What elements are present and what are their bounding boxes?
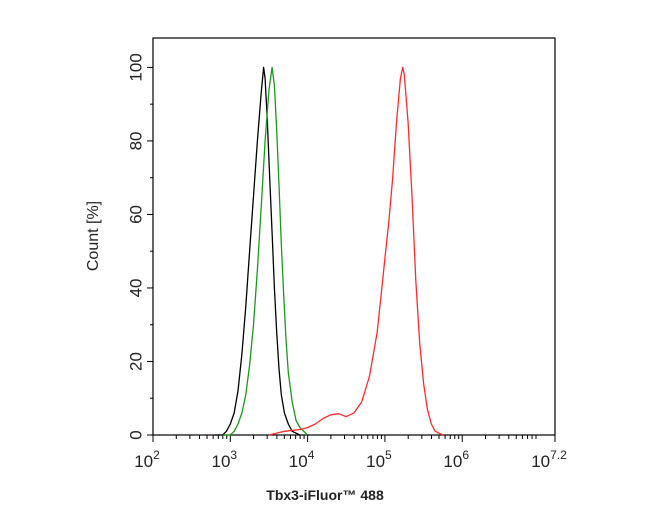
y-tick-label: 0 bbox=[126, 430, 145, 439]
x-tick-label: 107.2 bbox=[531, 448, 567, 471]
y-axis: 0 20 40 60 80 100 bbox=[126, 53, 153, 440]
x-tick-label: 106 bbox=[443, 448, 469, 471]
x-tick-label: 103 bbox=[212, 448, 238, 471]
series-line-3 bbox=[268, 66, 444, 436]
y-tick-label: 40 bbox=[126, 279, 145, 298]
x-tick-label: 102 bbox=[134, 448, 160, 471]
plot-frame bbox=[152, 37, 556, 436]
x-tick-label: 104 bbox=[289, 448, 315, 471]
x-axis-label: Tbx3-iFluor™ 488 bbox=[266, 487, 384, 503]
series-line-2 bbox=[222, 66, 309, 436]
y-tick-label: 60 bbox=[126, 205, 145, 224]
series-line-1 bbox=[214, 66, 301, 436]
series-layer bbox=[214, 66, 444, 436]
y-tick-label: 100 bbox=[126, 53, 145, 81]
y-tick-label: 80 bbox=[126, 131, 145, 150]
y-axis-label: Count [%] bbox=[85, 201, 102, 271]
x-axis: 102 103 104 105 106 107.2 bbox=[134, 435, 567, 471]
plot-border bbox=[152, 37, 556, 436]
y-tick-label: 20 bbox=[126, 352, 145, 371]
x-tick-label: 105 bbox=[366, 448, 392, 471]
